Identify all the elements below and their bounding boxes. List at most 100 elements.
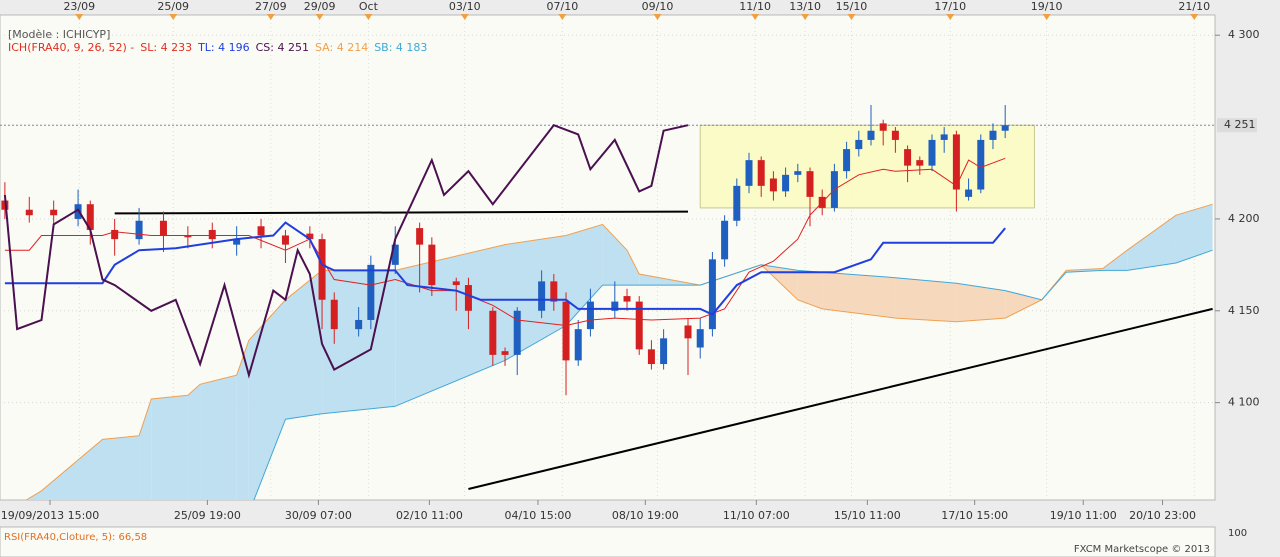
candle-body xyxy=(159,220,167,236)
top-marker xyxy=(946,14,955,20)
x-tick-label: 30/09 07:00 xyxy=(285,509,352,522)
x-tick-label: 25/09 19:00 xyxy=(174,509,241,522)
candle-body xyxy=(306,233,314,240)
cloud-fill xyxy=(139,398,152,500)
candle-body xyxy=(916,160,924,166)
candle-body xyxy=(574,329,582,361)
candle-body xyxy=(25,209,33,216)
candle-body xyxy=(452,281,460,286)
top-marker xyxy=(315,14,324,20)
indicator-label: SL: 4 233 xyxy=(140,41,192,54)
price-label: 4 251 xyxy=(1224,118,1256,131)
x-tick-label: 08/10 19:00 xyxy=(612,509,679,522)
top-marker xyxy=(558,14,567,20)
candle-body xyxy=(501,351,509,355)
candle-body xyxy=(562,301,570,361)
plot xyxy=(0,15,1215,500)
cloud-fill xyxy=(236,340,249,500)
x-tick-label: 19/10 11:00 xyxy=(1050,509,1117,522)
cloud-fill xyxy=(602,224,628,286)
x-tick-label-top: 15/10 xyxy=(836,0,868,13)
x-tick-label-top: 03/10 xyxy=(449,0,481,13)
candle-body xyxy=(891,130,899,140)
candle-body xyxy=(330,299,338,330)
x-tick-label-top: 29/09 xyxy=(304,0,336,13)
top-marker xyxy=(1042,14,1051,20)
candle-body xyxy=(806,171,814,197)
candle-body xyxy=(550,281,558,302)
candle-body xyxy=(928,139,936,166)
cloud-fill xyxy=(248,299,286,500)
top-marker xyxy=(266,14,275,20)
cloud-fill xyxy=(1175,204,1213,264)
candle-body xyxy=(684,325,692,339)
y-tick-label: 4 300 xyxy=(1228,28,1260,41)
top-marker xyxy=(460,14,469,20)
x-tick-label: 19/09/2013 15:00 xyxy=(1,509,100,522)
x-tick-label: 04/10 15:00 xyxy=(505,509,572,522)
candle-body xyxy=(391,244,399,265)
candle-body xyxy=(513,310,521,355)
cloud-fill xyxy=(102,435,140,500)
y-tick-label: 4 200 xyxy=(1228,212,1260,225)
x-tick-label-top: 17/10 xyxy=(934,0,966,13)
x-tick-label-top: 11/10 xyxy=(739,0,771,13)
candle-body xyxy=(843,149,851,172)
cloud-fill xyxy=(187,384,201,500)
candle-body xyxy=(233,239,241,245)
candle-body xyxy=(50,209,58,216)
x-tick-label-top: 25/09 xyxy=(157,0,189,13)
candle-body xyxy=(318,239,326,300)
candle-body xyxy=(489,310,497,355)
candle-body xyxy=(989,130,997,140)
candle-body xyxy=(355,319,363,330)
cloud-fill xyxy=(285,270,323,420)
cloud-fill xyxy=(26,490,42,500)
indicator-label: CS: 4 251 xyxy=(256,41,309,54)
x-tick-label: 17/10 15:00 xyxy=(941,509,1008,522)
cloud-fill xyxy=(627,250,640,286)
candle-body xyxy=(745,160,753,186)
cloud-fill xyxy=(797,270,823,309)
cloud-fill xyxy=(895,277,957,322)
x-tick-label-top: 07/10 xyxy=(547,0,579,13)
top-marker xyxy=(75,14,84,20)
drawn-line xyxy=(114,210,689,215)
candle-body xyxy=(538,281,546,311)
top-marker xyxy=(653,14,662,20)
candle-body xyxy=(367,264,375,320)
top-marker xyxy=(801,14,810,20)
x-tick-label: 20/10 23:00 xyxy=(1129,509,1196,522)
candle-body xyxy=(111,229,119,240)
x-tick-label: 11/10 07:00 xyxy=(723,509,790,522)
candle-body xyxy=(135,220,143,240)
candle-body xyxy=(904,149,912,166)
top-marker xyxy=(364,14,373,20)
candle-body xyxy=(965,189,973,197)
indicator-label: SB: 4 183 xyxy=(374,41,427,54)
x-tick-label-top: 09/10 xyxy=(642,0,674,13)
cloud-fill xyxy=(822,272,896,319)
candle-body xyxy=(416,228,424,245)
indicator-line xyxy=(3,124,689,379)
candle-body xyxy=(1001,125,1009,131)
cloud-fill xyxy=(41,439,103,500)
indicator-label: ICH(FRA40, 9, 26, 52) - xyxy=(8,41,134,54)
cloud-fill xyxy=(200,375,237,500)
candle-body xyxy=(623,296,631,302)
candle-body xyxy=(696,329,704,348)
cloud-fill xyxy=(151,395,188,500)
x-tick-label-top: 27/09 xyxy=(255,0,287,13)
candle-body xyxy=(977,139,985,190)
indicator-line xyxy=(4,157,1006,327)
cloud-fill xyxy=(956,283,1006,322)
cloud-fill xyxy=(322,270,396,414)
candle-body xyxy=(940,134,948,140)
candle-body xyxy=(184,235,192,238)
top-marker xyxy=(1190,14,1199,20)
candle-body xyxy=(855,139,863,150)
x-tick-label: 15/10 11:00 xyxy=(834,509,901,522)
y-tick-label: 4 150 xyxy=(1228,304,1260,317)
